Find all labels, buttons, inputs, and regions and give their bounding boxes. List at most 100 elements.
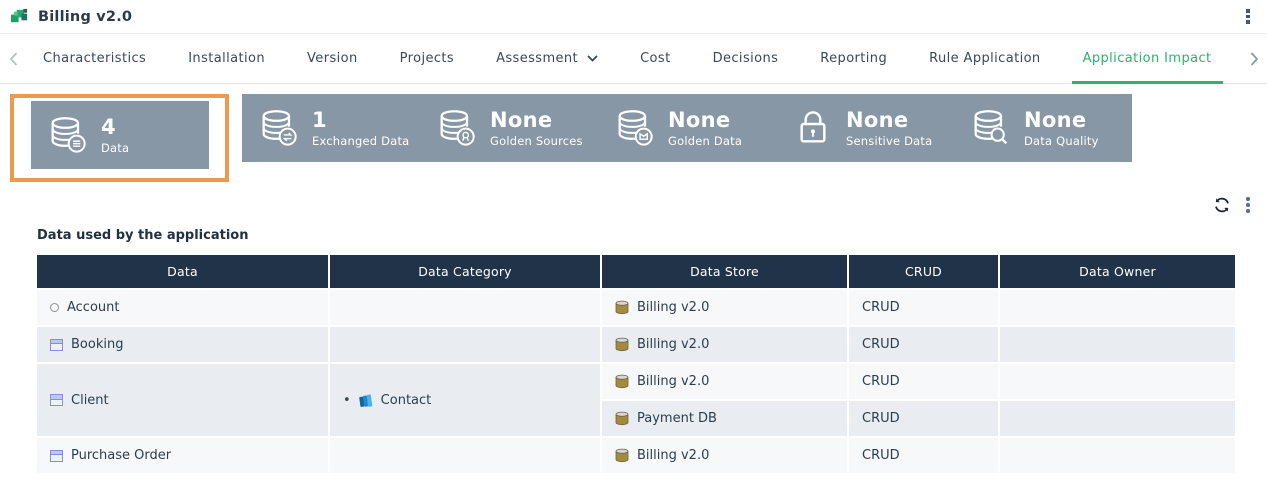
store-name-label: Billing v2.0 — [637, 374, 710, 389]
data-cell-purchase-order[interactable]: Purchase Order — [37, 438, 328, 473]
column-header-crud[interactable]: CRUD — [849, 255, 998, 288]
database-gold-icon — [615, 374, 629, 389]
store-cell-payment-db[interactable]: Payment DB — [602, 401, 847, 436]
data-name-label: Booking — [71, 337, 124, 352]
category-cell-contact[interactable]: • Contact — [330, 364, 600, 436]
store-cell-billing[interactable]: Billing v2.0 — [602, 364, 847, 399]
category-cell — [330, 327, 600, 362]
tab-rule-application[interactable]: Rule Application — [908, 34, 1061, 83]
tabs-scroll-right-icon[interactable] — [1245, 34, 1263, 83]
kpi-card-data-quality[interactable]: None Data Quality — [954, 94, 1132, 162]
tab-bar: Characteristics Installation Version Pro… — [0, 34, 1267, 84]
data-name-label: Account — [67, 300, 120, 315]
kpi-label: Data Quality — [1024, 134, 1099, 148]
tab-characteristics[interactable]: Characteristics — [22, 34, 167, 83]
data-cell-booking[interactable]: Booking — [37, 327, 328, 362]
owner-cell — [1000, 327, 1235, 362]
data-cell-client[interactable]: Client — [37, 364, 328, 436]
owner-cell — [1000, 401, 1235, 436]
owner-cell — [1000, 290, 1235, 325]
column-header-data-owner[interactable]: Data Owner — [1000, 255, 1235, 288]
store-cell-billing[interactable]: Billing v2.0 — [602, 438, 847, 473]
tabbar-spacer — [1233, 34, 1245, 83]
kpi-card-sensitive-data[interactable]: None Sensitive Data — [776, 94, 954, 162]
crud-label: CRUD — [862, 337, 900, 352]
tab-label: Characteristics — [43, 51, 147, 66]
store-name-label: Billing v2.0 — [637, 300, 710, 315]
tab-cost[interactable]: Cost — [619, 34, 692, 83]
tab-label: Reporting — [820, 51, 888, 66]
tab-decisions[interactable]: Decisions — [692, 34, 800, 83]
kpi-card-data[interactable]: 4 Data — [31, 101, 209, 169]
tab-assessment[interactable]: Assessment — [475, 34, 619, 83]
kpi-card-golden-data[interactable]: None Golden Data — [598, 94, 776, 162]
lock-icon — [800, 111, 826, 143]
column-header-data[interactable]: Data — [37, 255, 328, 288]
data-cell-account[interactable]: Account — [37, 290, 328, 325]
owner-cell — [1000, 364, 1235, 399]
kpi-value: 4 — [101, 115, 116, 139]
refresh-icon[interactable] — [1213, 196, 1231, 214]
tab-label: Rule Application — [929, 51, 1041, 66]
tab-projects[interactable]: Projects — [379, 34, 475, 83]
crud-cell: CRUD — [849, 438, 998, 473]
kpi-value: None — [490, 108, 553, 132]
kpi-label: Data — [101, 141, 130, 155]
tab-label: Installation — [188, 51, 266, 66]
table-icon — [50, 449, 63, 462]
database-crown-icon — [618, 110, 653, 146]
crud-label: CRUD — [862, 411, 900, 426]
tab-version[interactable]: Version — [286, 34, 379, 83]
kpi-value: 1 — [312, 108, 327, 132]
tab-label: Assessment — [496, 51, 579, 66]
kpi-value: None — [668, 108, 731, 132]
page-title: Billing v2.0 — [38, 8, 133, 25]
store-cell-billing[interactable]: Billing v2.0 — [602, 327, 847, 362]
top-bar: Billing v2.0 — [0, 0, 1267, 34]
kpi-value: None — [1024, 108, 1087, 132]
store-name-label: Payment DB — [637, 411, 717, 426]
store-cell-billing[interactable]: Billing v2.0 — [602, 290, 847, 325]
category-label: Contact — [380, 392, 432, 408]
kpi-label: Golden Sources — [490, 134, 583, 148]
table-toolbar — [0, 182, 1267, 214]
tab-label: Application Impact — [1082, 51, 1212, 66]
page-more-menu-icon[interactable] — [1241, 8, 1255, 26]
stacked-cards-icon — [358, 393, 372, 407]
tabs-scroll-left-icon[interactable] — [4, 34, 22, 83]
tab-installation[interactable]: Installation — [167, 34, 286, 83]
owner-cell — [1000, 438, 1235, 473]
tab-label: Projects — [399, 51, 455, 66]
database-icon — [51, 117, 86, 153]
database-medal-icon — [440, 110, 475, 146]
crud-cell: CRUD — [849, 290, 998, 325]
kpi-card-exchanged-data[interactable]: 1 Exchanged Data — [242, 94, 420, 162]
database-magnifier-icon — [974, 110, 1008, 145]
data-name-label: Purchase Order — [71, 448, 172, 463]
section-title: Data used by the application — [37, 228, 249, 243]
crud-label: CRUD — [862, 374, 900, 389]
kpi-value: None — [846, 108, 909, 132]
table-more-menu-icon[interactable] — [1243, 196, 1253, 214]
table-icon — [50, 338, 63, 351]
category-cell — [330, 290, 600, 325]
database-gold-icon — [615, 411, 629, 426]
column-header-data-store[interactable]: Data Store — [602, 255, 847, 288]
database-gold-icon — [615, 337, 629, 352]
crud-cell: CRUD — [849, 401, 998, 436]
crud-cell: CRUD — [849, 364, 998, 399]
bullet: • — [343, 392, 351, 408]
circle-icon — [50, 303, 59, 312]
tab-reporting[interactable]: Reporting — [799, 34, 908, 83]
data-table: Data Data Category Data Store CRUD Data … — [37, 255, 1235, 473]
database-gold-icon — [615, 300, 629, 315]
store-name-label: Billing v2.0 — [637, 448, 710, 463]
chevron-down-icon — [587, 55, 598, 62]
crud-label: CRUD — [862, 300, 900, 315]
kpi-cards-row: 4 Data 1 Exchanged Data — [10, 94, 1267, 182]
tab-application-impact[interactable]: Application Impact — [1062, 34, 1233, 84]
crud-cell: CRUD — [849, 327, 998, 362]
column-header-data-category[interactable]: Data Category — [330, 255, 600, 288]
table-icon — [50, 394, 63, 406]
kpi-card-golden-sources[interactable]: None Golden Sources — [420, 94, 598, 162]
